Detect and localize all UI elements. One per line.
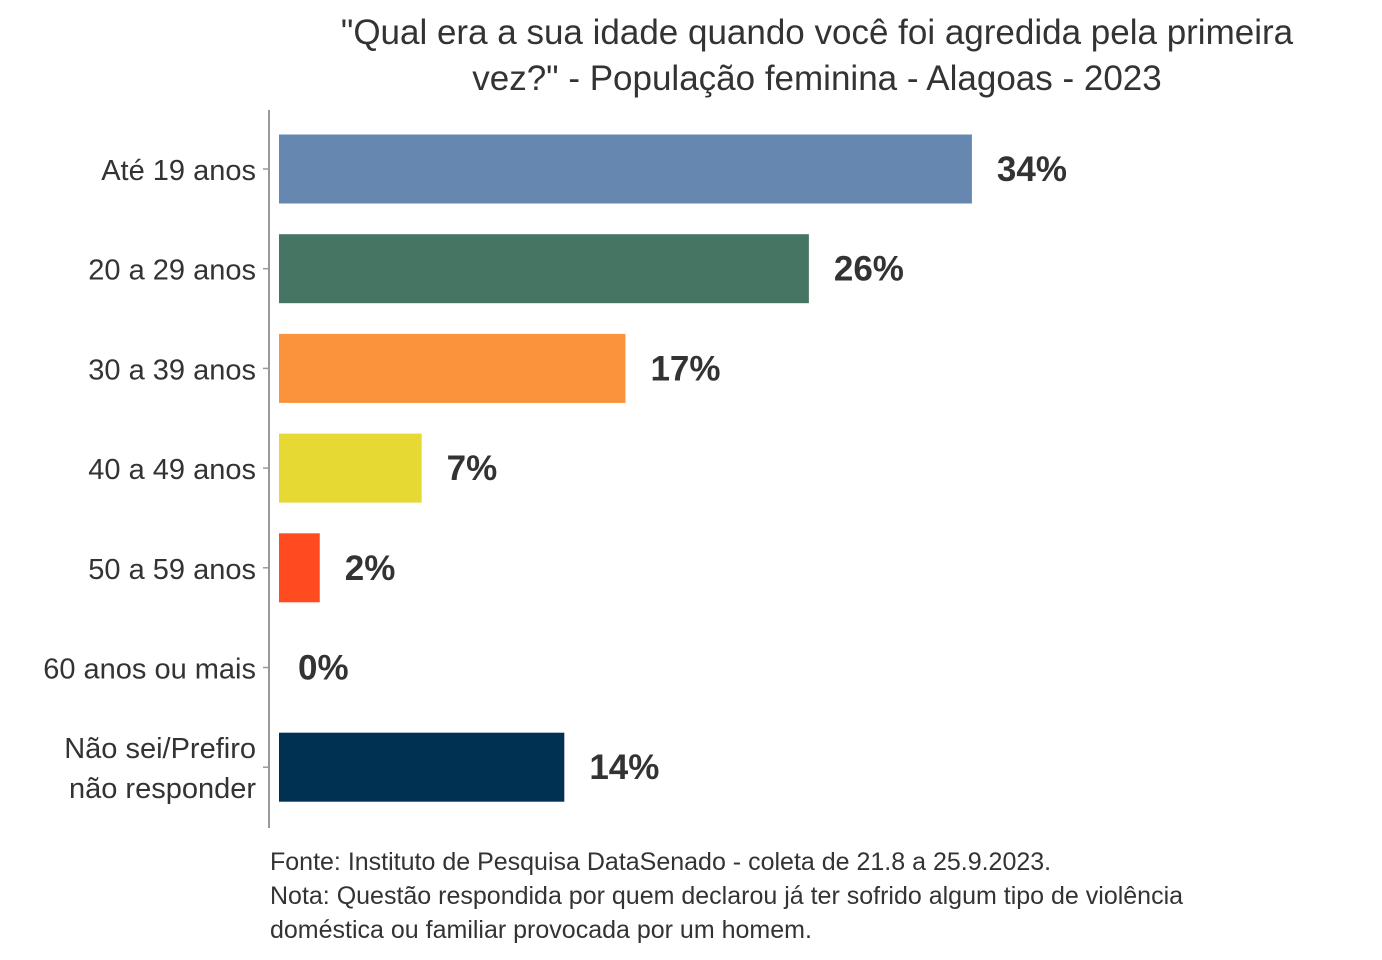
footnotes: Fonte: Instituto de Pesquisa DataSenado …	[270, 848, 1183, 944]
bar	[279, 333, 626, 403]
bar	[279, 234, 809, 304]
bars: 34% Até 19 anos 26% 20 a 29 anos 17% 30 a 39 …	[43, 134, 1067, 805]
value-label: 26%	[834, 250, 904, 289]
footnote-line: doméstica ou familiar provocada por um h…	[270, 916, 812, 944]
value-label: 2%	[345, 549, 396, 588]
category-label: não responder	[69, 773, 256, 805]
footnote-line: Fonte: Instituto de Pesquisa DataSenado …	[270, 848, 1051, 876]
footnote-line: Nota: Questão respondida por quem declar…	[270, 882, 1183, 910]
bar	[279, 433, 422, 503]
category-label: 20 a 29 anos	[88, 255, 256, 287]
value-label: 14%	[589, 748, 659, 787]
chart-title-line: vez?" - População feminina - Alagoas - 2…	[472, 59, 1162, 98]
bar	[279, 533, 320, 603]
value-label: 34%	[997, 150, 1067, 189]
bar	[279, 134, 972, 204]
value-label: 7%	[447, 449, 498, 488]
chart-title: "Qual era a sua idade quando você foi ag…	[341, 13, 1294, 98]
category-label: 30 a 39 anos	[88, 354, 256, 386]
bar	[279, 732, 565, 802]
chart-title-line: "Qual era a sua idade quando você foi ag…	[341, 13, 1294, 52]
category-label: Até 19 anos	[101, 155, 256, 187]
category-label: 60 anos ou mais	[43, 654, 256, 686]
category-label: Não sei/Prefiro	[64, 733, 256, 765]
value-label: 17%	[650, 349, 720, 388]
category-label: 40 a 49 anos	[88, 454, 256, 486]
value-label: 0%	[298, 649, 349, 688]
category-label: 50 a 59 anos	[88, 554, 256, 586]
